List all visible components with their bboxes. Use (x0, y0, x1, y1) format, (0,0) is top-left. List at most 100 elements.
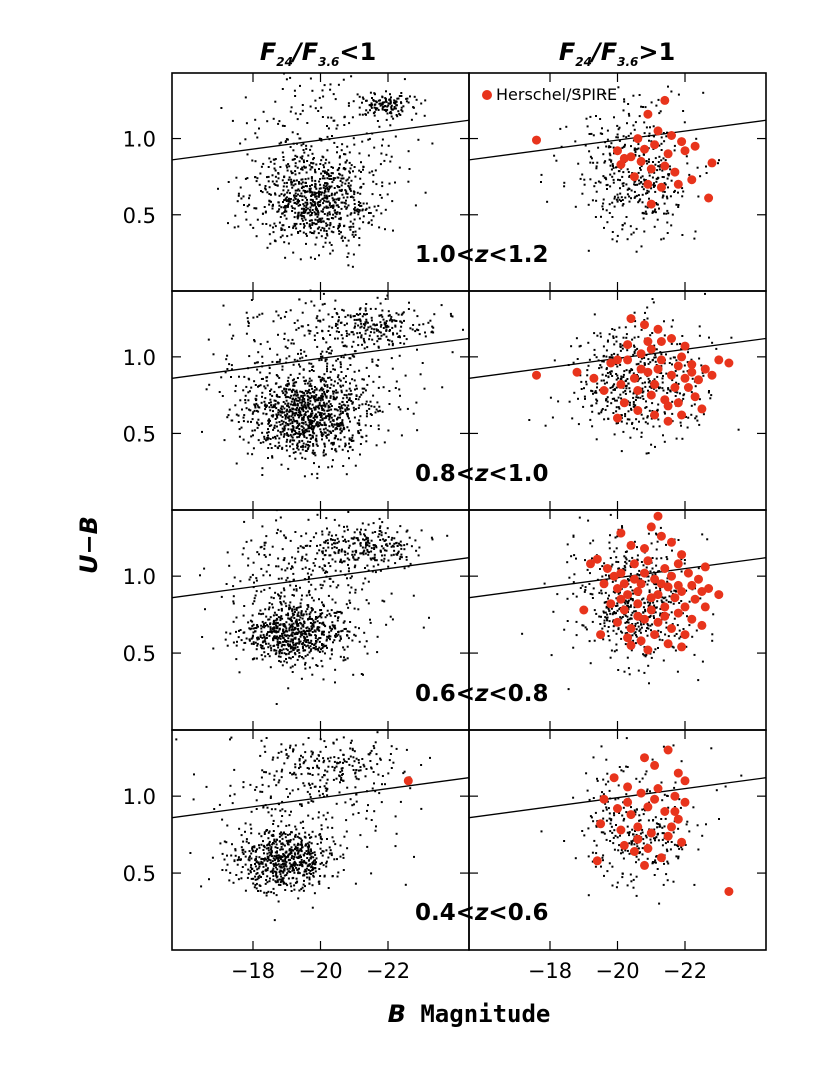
galaxy-point (289, 408, 292, 411)
galaxy-point (362, 165, 365, 168)
galaxy-point (694, 230, 697, 233)
galaxy-point (270, 414, 273, 417)
galaxy-point (613, 433, 616, 436)
galaxy-point (369, 400, 372, 403)
galaxy-point (663, 140, 666, 143)
herschel-point (646, 344, 656, 354)
galaxy-point (344, 540, 347, 543)
galaxy-point (601, 373, 604, 376)
galaxy-point (314, 185, 317, 188)
galaxy-point (339, 321, 342, 324)
galaxy-point (311, 643, 314, 645)
galaxy-point (661, 381, 664, 384)
galaxy-point (645, 126, 648, 129)
galaxy-point (330, 217, 333, 219)
galaxy-point (688, 600, 691, 603)
galaxy-point (310, 628, 313, 630)
galaxy-point (288, 656, 291, 659)
galaxy-point (351, 378, 354, 381)
herschel-point (623, 355, 633, 365)
galaxy-point (313, 204, 316, 206)
galaxy-points (199, 510, 449, 705)
galaxy-point (327, 190, 330, 193)
galaxy-point (356, 93, 359, 96)
galaxy-point (625, 384, 628, 387)
galaxy-point (314, 588, 317, 591)
galaxy-point (396, 97, 399, 100)
galaxy-point (323, 383, 326, 386)
galaxy-point (364, 322, 367, 325)
galaxy-point (349, 314, 352, 317)
galaxy-point (309, 231, 312, 234)
galaxy-point (326, 415, 329, 418)
galaxy-point (282, 420, 285, 423)
galaxy-point (329, 334, 332, 336)
galaxy-point (329, 387, 332, 389)
galaxy-point (293, 393, 296, 396)
galaxy-point (343, 560, 346, 563)
galaxy-point (299, 390, 302, 393)
galaxy-point (385, 623, 388, 626)
galaxy-point (286, 138, 289, 141)
galaxy-point (267, 631, 269, 634)
galaxy-point (290, 650, 293, 653)
galaxy-point (307, 154, 310, 157)
herschel-point (656, 337, 666, 346)
galaxy-point (304, 190, 307, 192)
galaxy-point (347, 408, 350, 411)
galaxy-point (409, 95, 411, 98)
galaxy-point (385, 153, 388, 156)
galaxy-point (616, 124, 619, 127)
galaxy-point (575, 337, 578, 340)
galaxy-point (259, 343, 262, 346)
galaxy-point (304, 421, 307, 424)
galaxy-point (328, 213, 331, 216)
galaxy-point (290, 638, 293, 641)
galaxy-point (330, 447, 333, 450)
galaxy-point (296, 613, 299, 616)
galaxy-point (369, 621, 372, 624)
galaxy-point (613, 383, 616, 386)
galaxy-point (339, 570, 342, 573)
galaxy-point (328, 376, 331, 379)
galaxy-point (337, 224, 340, 227)
galaxy-point (630, 233, 633, 236)
galaxy-point (341, 174, 344, 177)
galaxy-point (285, 78, 288, 81)
galaxy-point (303, 151, 306, 154)
galaxy-point (288, 418, 291, 421)
galaxy-point (392, 229, 394, 232)
galaxy-point (350, 212, 353, 215)
galaxy-point (325, 395, 328, 398)
galaxy-point (394, 135, 397, 138)
galaxy-point (383, 539, 386, 542)
galaxy-point (611, 375, 614, 377)
galaxy-point (319, 419, 322, 422)
galaxy-point (238, 375, 240, 378)
galaxy-point (321, 350, 324, 353)
galaxy-point (262, 647, 265, 650)
herschel-point (690, 392, 700, 402)
galaxy-point (399, 540, 402, 543)
galaxy-point (633, 344, 635, 347)
galaxy-point (573, 554, 576, 557)
galaxy-point (260, 567, 263, 570)
galaxy-point (246, 177, 249, 180)
galaxy-point (371, 358, 374, 361)
galaxy-point (334, 668, 337, 671)
galaxy-point (291, 612, 294, 615)
galaxy-point (669, 168, 672, 171)
galaxy-point (274, 444, 277, 447)
galaxy-point (328, 416, 331, 419)
galaxy-point (362, 337, 365, 340)
galaxy-point (605, 355, 608, 358)
galaxy-point (333, 624, 336, 627)
galaxy-point (313, 334, 316, 337)
galaxy-point (314, 218, 317, 221)
galaxy-point (297, 648, 300, 651)
galaxy-point (268, 421, 270, 424)
galaxy-point (399, 342, 402, 344)
galaxy-point (295, 394, 298, 397)
galaxy-point (290, 178, 293, 181)
galaxy-point (381, 108, 384, 111)
